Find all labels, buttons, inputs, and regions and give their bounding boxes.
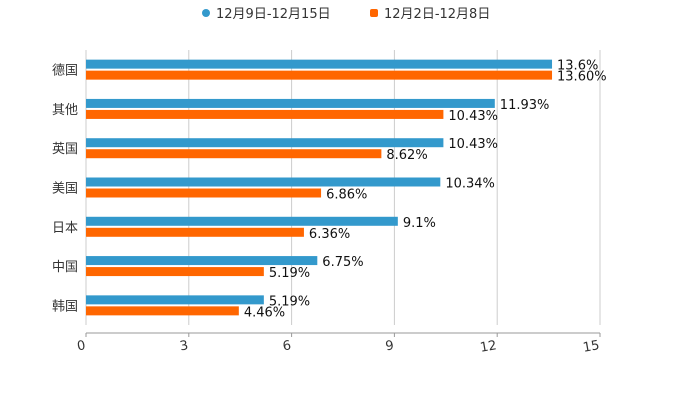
legend-label: 12月9日-12月15日 <box>216 7 331 22</box>
bar <box>86 188 322 198</box>
category-label: 其他 <box>52 103 78 118</box>
x-tick-label: 0 <box>76 338 87 354</box>
bars: 13.6%13.60%11.93%10.43%10.43%8.62%10.34%… <box>86 59 607 320</box>
bar <box>86 227 304 237</box>
bar <box>86 177 441 187</box>
bar <box>86 306 239 316</box>
bar <box>86 59 553 69</box>
x-tick-label: 6 <box>282 338 293 354</box>
legend-marker <box>202 9 210 17</box>
x-axis: 0 3 6 9 12 15 <box>76 332 601 356</box>
category-label: 美国 <box>52 182 78 197</box>
category-label: 中国 <box>52 260 78 275</box>
legend: 12月9日-12月15日 12月2日-12月8日 <box>202 7 490 22</box>
legend-label: 12月2日-12月8日 <box>384 7 490 22</box>
bar <box>86 149 382 159</box>
data-label: 6.75% <box>322 255 363 270</box>
data-label: 10.43% <box>448 109 498 124</box>
x-tick-label: 15 <box>582 338 601 356</box>
category-label: 日本 <box>52 221 78 236</box>
data-label: 13.6% <box>557 59 598 74</box>
data-label: 9.1% <box>403 216 436 231</box>
bar <box>86 216 398 226</box>
data-label: 6.36% <box>309 227 350 242</box>
data-label: 13.60% <box>557 70 607 85</box>
data-label: 5.19% <box>269 266 310 281</box>
category-label: 韩国 <box>52 299 78 314</box>
bar <box>86 70 553 80</box>
data-label: 5.19% <box>269 294 310 309</box>
bar <box>86 295 264 305</box>
x-tick-label: 9 <box>384 338 395 354</box>
x-tick-label: 3 <box>179 338 190 354</box>
bar <box>86 138 444 148</box>
data-label: 6.86% <box>326 188 367 203</box>
data-label: 10.43% <box>448 137 498 152</box>
category-label: 德国 <box>52 64 78 79</box>
data-label: 8.62% <box>386 148 427 163</box>
data-label: 11.93% <box>500 98 550 113</box>
bar <box>86 98 495 108</box>
bar <box>86 256 318 266</box>
category-label: 英国 <box>52 142 78 157</box>
legend-marker <box>370 9 378 17</box>
x-tick-label: 12 <box>479 338 498 356</box>
gridlines <box>85 50 601 325</box>
data-label: 10.34% <box>445 177 495 192</box>
bar <box>86 267 264 277</box>
bar <box>86 109 444 119</box>
data-label: 4.46% <box>244 305 285 320</box>
